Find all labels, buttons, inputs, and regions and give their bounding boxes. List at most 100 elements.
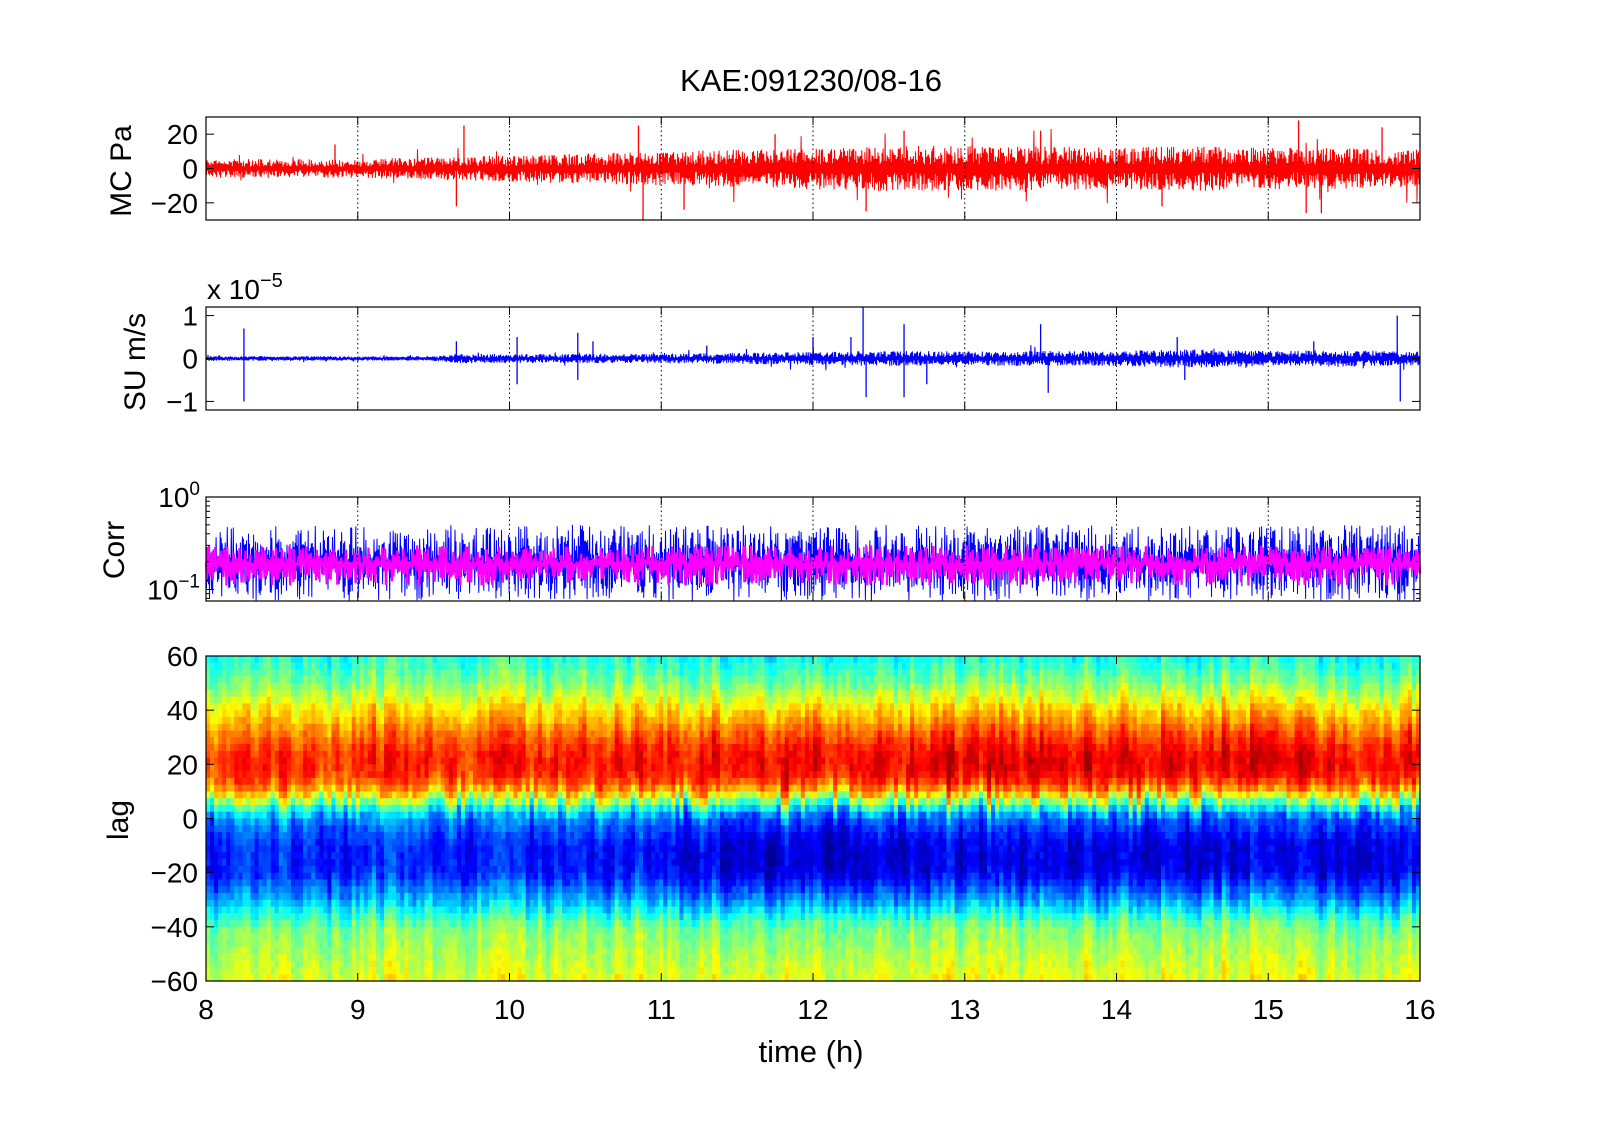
heatmap-cell: [327, 669, 333, 677]
heatmap-cell: [493, 920, 498, 928]
heatmap-cell: [440, 899, 446, 908]
heatmap-cell: [278, 974, 284, 982]
heatmap-cell: [286, 899, 292, 908]
heatmap-cell: [339, 947, 345, 955]
heatmap-cell: [278, 852, 284, 860]
heatmap-cell: [521, 865, 527, 874]
heatmap-cell: [448, 886, 454, 894]
heatmap-cell: [404, 669, 409, 677]
heatmap-cell: [404, 886, 409, 894]
heatmap-cell: [371, 771, 377, 779]
heatmap-cell: [254, 737, 260, 745]
heatmap-cell: [347, 832, 353, 840]
heatmap-cell: [380, 872, 385, 881]
y-tick-label-exponent: −1: [178, 571, 200, 592]
heatmap-cell: [262, 744, 268, 752]
heatmap-cell: [218, 865, 223, 874]
heatmap-cell: [311, 669, 316, 677]
heatmap-cell: [315, 683, 320, 691]
heatmap-cell: [274, 716, 280, 725]
heatmap-cell: [505, 906, 511, 914]
heatmap-cell: [460, 933, 466, 941]
heatmap-cell: [477, 750, 482, 759]
heatmap-cell: [460, 757, 466, 765]
heatmap-cell: [452, 859, 458, 867]
heatmap-cell: [432, 906, 438, 914]
heatmap-cell: [375, 859, 381, 867]
heatmap-cell: [230, 723, 235, 732]
heatmap-cell: [218, 852, 223, 860]
heatmap-cell: [578, 859, 583, 867]
heatmap-cell: [339, 838, 345, 847]
heatmap-cell: [286, 926, 292, 935]
heatmap-cell: [238, 771, 244, 779]
heatmap-cell: [384, 716, 389, 725]
heatmap-cell: [533, 967, 539, 975]
heatmap-cell: [545, 669, 551, 677]
heatmap-cell: [315, 926, 320, 935]
heatmap-cell: [351, 791, 357, 799]
heatmap-cell: [594, 825, 600, 833]
heatmap-cell: [323, 723, 328, 732]
heatmap-cell: [242, 879, 248, 887]
heatmap-cell: [570, 913, 575, 921]
heatmap-cell: [262, 703, 268, 711]
heatmap-cell: [359, 967, 365, 975]
heatmap-cell: [367, 730, 373, 738]
heatmap-cell: [525, 913, 531, 921]
heatmap-cell: [412, 798, 418, 806]
heatmap-cell: [489, 899, 494, 908]
heatmap-cell: [234, 710, 239, 718]
heatmap-cell: [214, 764, 219, 772]
heatmap-cell: [303, 777, 308, 786]
heatmap-cell: [400, 744, 405, 752]
heatmap-cell: [290, 953, 296, 962]
heatmap-cell: [400, 926, 405, 935]
heatmap-cell: [214, 811, 219, 820]
heatmap-cell: [246, 730, 252, 738]
heatmap-cell: [400, 960, 405, 969]
heatmap-cell: [242, 703, 248, 711]
heatmap-cell: [331, 750, 337, 759]
heatmap-cell: [323, 703, 328, 711]
heatmap-cell: [420, 832, 426, 840]
heatmap-cell: [525, 744, 531, 752]
heatmap-cell: [355, 811, 361, 820]
heatmap-cell: [274, 926, 280, 935]
heatmap-cell: [420, 744, 426, 752]
heatmap-cell: [473, 886, 478, 894]
heatmap-cell: [541, 886, 547, 894]
heatmap-cell: [545, 920, 551, 928]
heatmap-cell: [359, 933, 365, 941]
heatmap-cell: [436, 872, 442, 881]
heatmap-cell: [497, 892, 503, 901]
heatmap-cell: [501, 818, 507, 826]
heatmap-cell: [311, 859, 316, 867]
heatmap-cell: [598, 933, 604, 941]
heatmap-cell: [384, 825, 389, 833]
heatmap-cell: [222, 818, 227, 826]
heatmap-cell: [529, 974, 535, 982]
heatmap-cell: [331, 865, 337, 874]
heatmap-cell: [598, 696, 604, 704]
heatmap-cell: [501, 825, 507, 833]
heatmap-cell: [392, 723, 397, 732]
heatmap-cell: [254, 750, 260, 759]
heatmap-cell: [242, 676, 248, 684]
heatmap-cell: [436, 906, 442, 914]
heatmap-cell: [375, 811, 381, 820]
heatmap-cell: [234, 872, 239, 881]
heatmap-cell: [331, 710, 337, 718]
heatmap-cell: [464, 899, 470, 908]
heatmap-cell: [303, 764, 308, 772]
heatmap-cell: [380, 845, 385, 853]
heatmap-cell: [537, 879, 543, 887]
heatmap-cell: [254, 913, 260, 921]
heatmap-cell: [521, 974, 527, 982]
heatmap-cell: [440, 947, 446, 955]
heatmap-cell: [262, 859, 268, 867]
heatmap-cell: [525, 933, 531, 941]
heatmap-cell: [586, 960, 592, 969]
heatmap-cell: [359, 750, 365, 759]
heatmap-cell: [222, 771, 227, 779]
